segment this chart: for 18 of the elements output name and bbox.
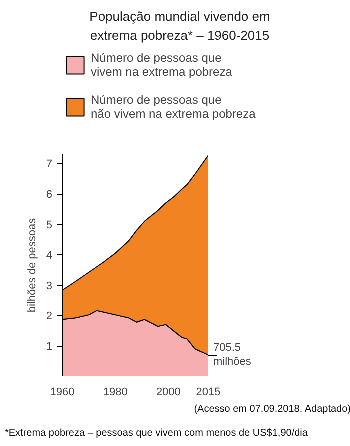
x-tick-label: 2015 [196,386,221,399]
y-tick-label: 3 [46,280,53,292]
y-axis-title: bilhões de pessoas [26,218,38,313]
text: *Extrema pobreza – pessoas que vivem com menos de US$1,90/dia [5,427,308,442]
y-tick-label: 4 [46,250,53,262]
y-tick-label: 2 [46,310,53,323]
x-tick-label: 2000 [156,386,181,399]
x-tick-label: 1980 [103,386,128,399]
legend-label: Número de pessoas que não vivem na extrema pobreza [91,93,256,122]
y-tick-label: 6 [46,189,53,202]
y-tick-label: 5 [46,220,53,232]
y-tick-label: 7 [46,158,53,171]
y-tick-label: 1 [46,341,53,354]
annotation: 705.5 milhões [214,342,252,368]
legend-label: Número de pessoas que vivem na extrema pobreza [91,51,232,80]
text: (Acesso em 07.09.2018. Adaptado) [194,403,350,418]
chart-title: População mundial vivendo em extrema pobreza* – 1960-2015 [88,8,272,45]
x-tick-label: 1960 [50,386,75,399]
